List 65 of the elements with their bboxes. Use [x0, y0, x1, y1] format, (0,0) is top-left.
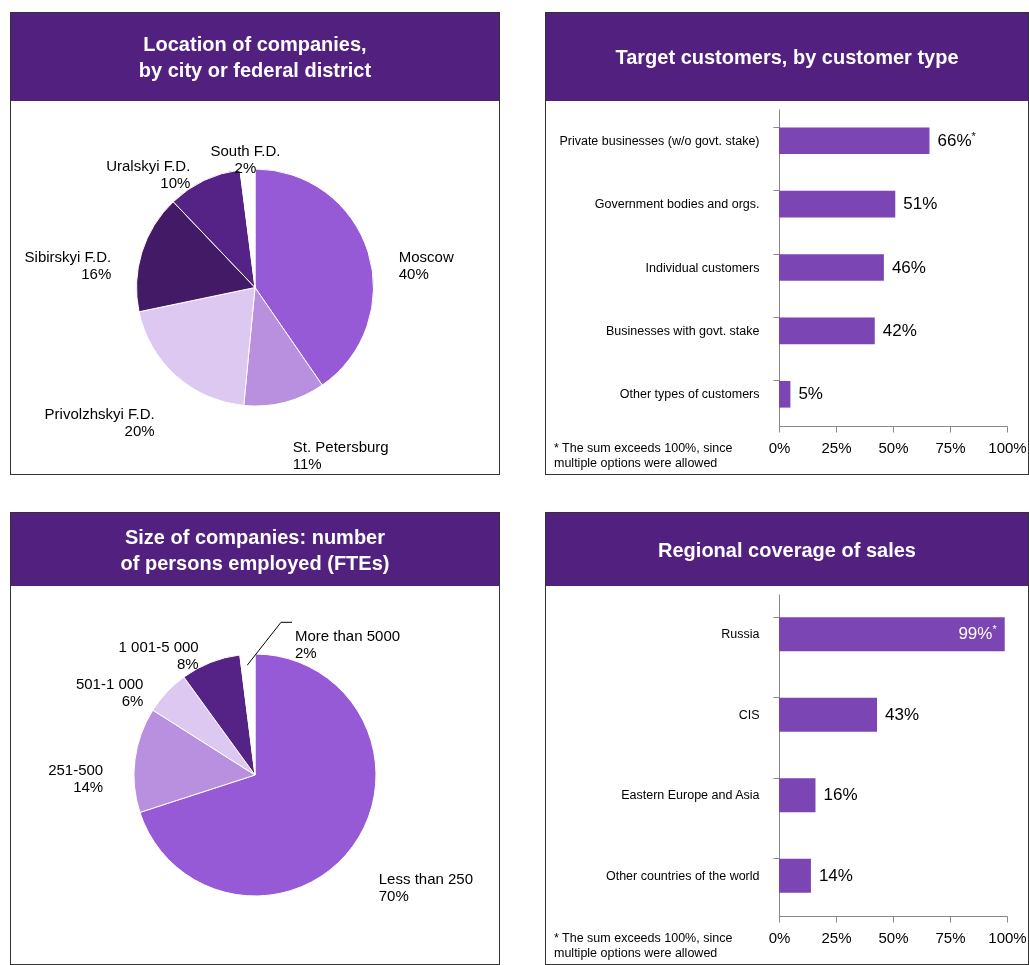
slice-label: More than 5000 — [295, 627, 401, 645]
slice-label: Sibirskyi F.D. — [24, 247, 112, 265]
text: * The sum exceeds 100%, since multiple options were allowed — [554, 930, 734, 962]
y-tick-label: Government bodies and orgs. — [594, 197, 760, 212]
data-label: 2% — [234, 159, 257, 177]
chart-title: Target customers, by customer type — [546, 13, 1028, 101]
x-tick-label: 100% — [988, 438, 1027, 456]
data-label: 2% — [295, 644, 317, 662]
x-tick-label: 75% — [935, 438, 966, 456]
bar — [779, 617, 1005, 652]
bar — [779, 778, 816, 813]
y-tick-label: Businesses with govt. stake — [605, 323, 760, 338]
slice-label: Less than 250 — [378, 869, 474, 887]
data-label: 99%$^{*}$ — [958, 623, 998, 644]
x-tick-label: 50% — [878, 438, 909, 456]
data-label: 70% — [378, 886, 409, 904]
data-label: 14% — [818, 865, 853, 885]
y-tick-label: Other countries of the world — [605, 868, 760, 883]
bar — [779, 190, 896, 218]
data-label: 51% — [903, 194, 938, 214]
text: * The sum exceeds 100%, since multiple options were allowed — [554, 440, 734, 472]
y-tick-label: Individual customers — [645, 260, 760, 275]
data-label: 8% — [176, 654, 199, 672]
chart-title: Location of companies, by city or federal district — [11, 13, 499, 101]
data-label: 5% — [798, 384, 823, 404]
slice-label: 251-500 — [48, 760, 104, 778]
slice-label: 501-1 000 — [75, 675, 144, 693]
bar — [779, 858, 811, 893]
slice-label: South F.D. — [210, 142, 281, 160]
data-label: 66%$^{*}$ — [937, 129, 977, 150]
slice-label: Uralskyi F.D. — [106, 156, 191, 174]
data-label: 43% — [885, 704, 920, 724]
data-label: 14% — [73, 777, 104, 795]
bar — [779, 697, 878, 732]
slice-label: 1 001-5 000 — [118, 637, 199, 655]
x-tick-label: 25% — [821, 438, 852, 456]
x-tick-label: 100% — [988, 928, 1027, 946]
data-label: 11% — [292, 455, 322, 473]
x-tick-label: 0% — [768, 928, 791, 946]
data-label: 46% — [891, 257, 926, 277]
slice-label: St. Petersburg — [292, 438, 389, 456]
x-tick-label: 75% — [935, 928, 966, 946]
y-tick-label: Other types of customers — [619, 387, 760, 402]
x-tick-label: 50% — [878, 928, 909, 946]
y-tick-label: Private businesses (w/o govt. stake) — [559, 133, 760, 148]
bar — [779, 254, 884, 281]
data-label: 40% — [398, 264, 429, 282]
data-label: 42% — [882, 320, 917, 340]
bar — [779, 317, 875, 345]
slice-label: Moscow — [398, 247, 454, 265]
data-label: 6% — [121, 692, 144, 710]
data-label: 16% — [823, 785, 858, 805]
bar — [779, 127, 930, 155]
chart-title: Size of companies: number of persons employed (FTEs) — [11, 513, 499, 586]
slice-label: Privolzhskyi F.D. — [44, 404, 155, 422]
y-tick-label: CIS — [738, 707, 760, 722]
x-tick-label: 25% — [821, 928, 852, 946]
data-label: 10% — [160, 173, 191, 191]
chart-title: Regional coverage of sales — [546, 513, 1028, 586]
bar — [779, 380, 791, 408]
data-label: 20% — [124, 421, 155, 439]
y-tick-label: Russia — [721, 627, 760, 642]
data-label: 16% — [81, 264, 112, 282]
y-tick-label: Eastern Europe and Asia — [621, 788, 760, 803]
x-tick-label: 0% — [768, 438, 791, 456]
